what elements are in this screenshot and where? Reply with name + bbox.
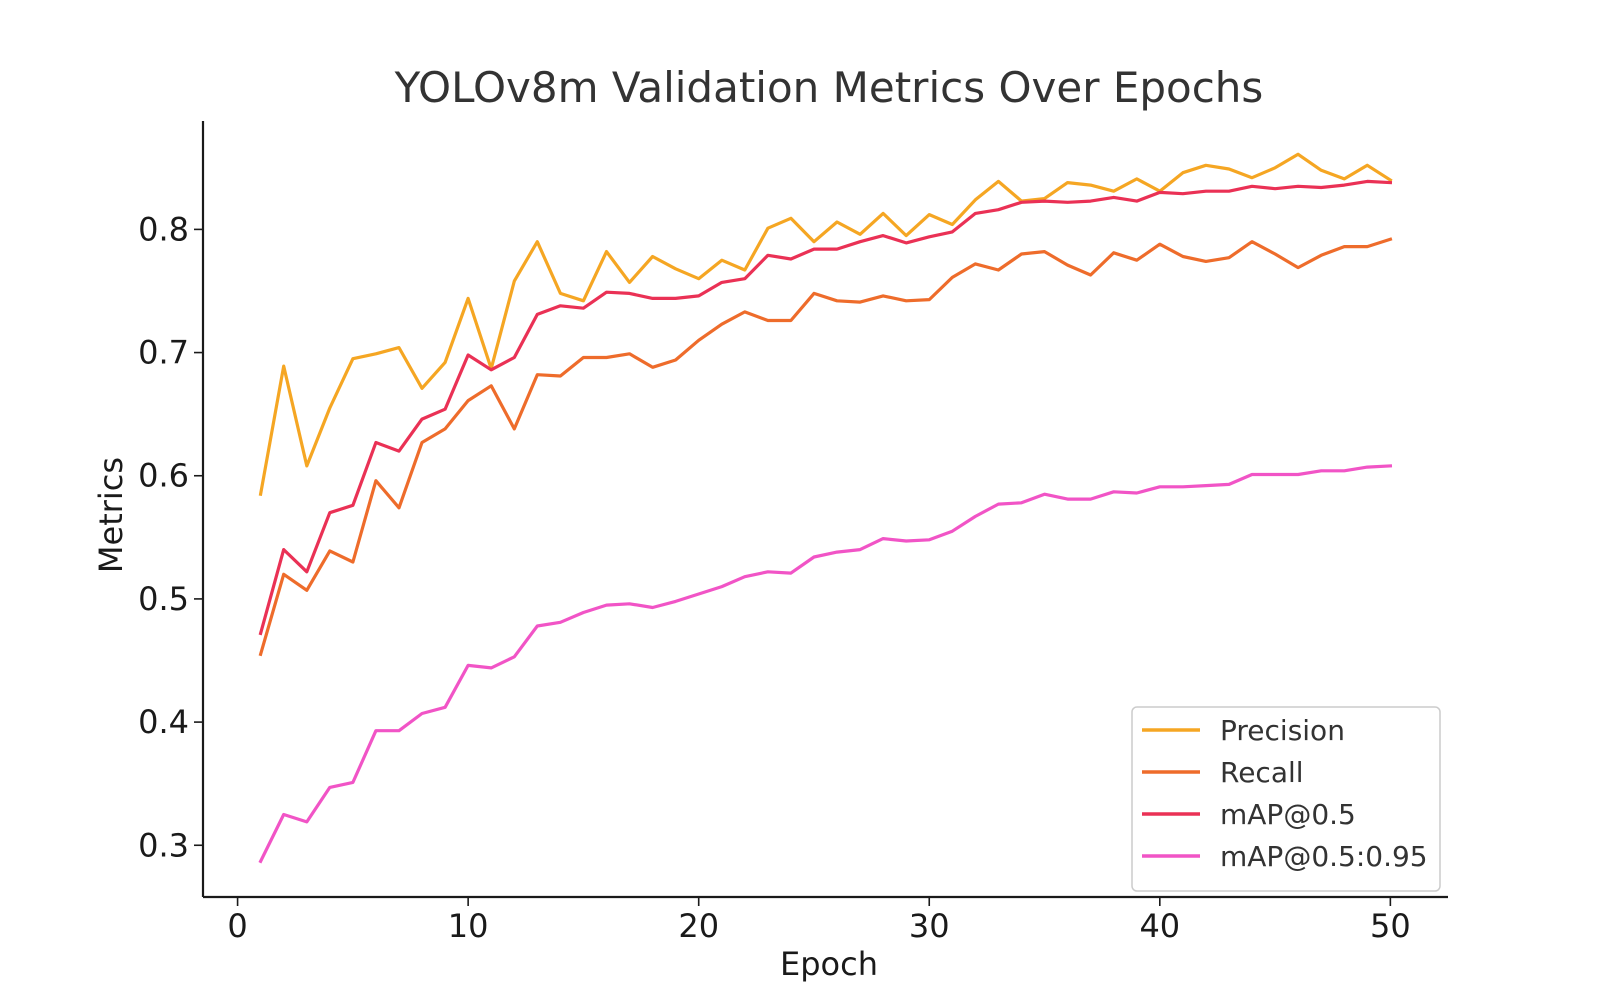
x-axis-label: Epoch bbox=[780, 945, 878, 983]
x-tick-label: 20 bbox=[678, 907, 719, 945]
legend-label: Recall bbox=[1220, 756, 1304, 789]
y-tick-label: 0.8 bbox=[138, 210, 189, 248]
series-line-0 bbox=[258, 152, 1393, 497]
y-tick-label: 0.3 bbox=[138, 826, 189, 864]
legend: Precision Recall mAP@0.5 mAP@0.5:0.95 bbox=[1131, 706, 1441, 892]
legend-label: mAP@0.5:0.95 bbox=[1220, 840, 1428, 873]
x-tick-label: 30 bbox=[909, 907, 950, 945]
legend-label: Precision bbox=[1220, 714, 1345, 747]
x-tick-label: 50 bbox=[1370, 907, 1411, 945]
x-tick-label: 0 bbox=[227, 907, 247, 945]
chart-title: YOLOv8m Validation Metrics Over Epochs bbox=[394, 63, 1264, 112]
y-axis-label: Metrics bbox=[92, 457, 130, 573]
legend-label: mAP@0.5 bbox=[1220, 798, 1356, 831]
x-tick-label: 10 bbox=[448, 907, 489, 945]
plot-area bbox=[258, 152, 1393, 864]
y-tick-label: 0.7 bbox=[138, 334, 189, 372]
series-line-2 bbox=[258, 179, 1393, 636]
axes: 0 10 20 30 40 50 0.3 0.4 0.5 0.6 0.7 0.8 bbox=[138, 121, 1448, 945]
x-tick-label: 40 bbox=[1139, 907, 1180, 945]
y-tick-label: 0.6 bbox=[138, 457, 189, 495]
y-tick-label: 0.4 bbox=[138, 703, 189, 741]
legend-box bbox=[1131, 706, 1441, 892]
series-line-1 bbox=[258, 237, 1393, 657]
y-tick-label: 0.5 bbox=[138, 580, 189, 618]
series-line-3 bbox=[258, 464, 1393, 864]
